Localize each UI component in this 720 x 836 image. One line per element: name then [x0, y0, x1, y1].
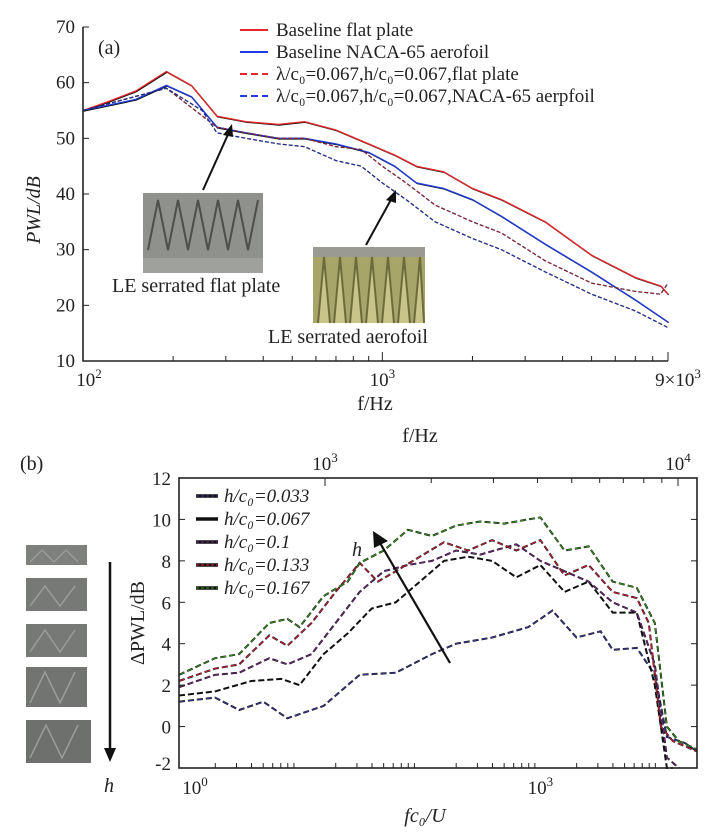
top-x-tick-label: 104: [665, 450, 691, 475]
y-tick-label: 0: [162, 718, 172, 739]
series-color-1: [178, 556, 673, 769]
panel-a-ticks: 10 20 30 40 50 60 70 102 103 9×103: [56, 17, 701, 391]
aerofoil-arrow: [365, 195, 394, 246]
panel-b: (b) f/Hz -2 0 2 4 6 8 10 12 100 103 103 104 ΔPWL/dB…: [20, 425, 698, 827]
panel-b-label: (b): [20, 453, 43, 475]
y-tick-label: 10: [152, 510, 171, 531]
series-line-1: [82, 84, 669, 323]
series-color-4: [178, 516, 698, 750]
legend-label-3: h/c₀=0.133: [224, 555, 309, 576]
y-tick-label: 30: [56, 240, 75, 261]
panel-b-curves: [178, 516, 698, 769]
y-tick-label: 20: [56, 295, 75, 316]
panel-a-xlabel: f/Hz: [357, 393, 393, 415]
aerofoil-arrowhead: [386, 190, 396, 203]
panel-b-top-xlabel: f/Hz: [402, 425, 438, 447]
series-color-0: [178, 610, 698, 752]
x-tick-label: 102: [76, 366, 102, 391]
y-tick-label: 8: [162, 552, 172, 573]
legend-label-3: λ/c₀=0.067,h/c₀=0.067,NACA-65 aerpfoil: [276, 86, 595, 107]
y-tick-label: 12: [152, 469, 171, 490]
panel-b-ticks: -2 0 2 4 6 8 10 12 100 103 103 104: [152, 450, 697, 799]
h-trend-label: h: [352, 539, 362, 561]
y-tick-label: 4: [162, 635, 172, 656]
series-color-2: [178, 543, 680, 769]
y-tick-label: 6: [162, 593, 172, 614]
panel-b-legend: h/c₀=0.033h/c₀=0.067h/c₀=0.1h/c₀=0.133h/…: [196, 486, 311, 599]
serration-thumbnails: [26, 545, 91, 763]
h-trend-arrowhead: [373, 531, 388, 548]
x-tick-label: 103: [370, 366, 396, 391]
panel-a-curves: [82, 70, 670, 329]
y-tick-label: -2: [155, 754, 171, 775]
flat-plate-photo: [143, 193, 263, 273]
legend-label-0: h/c₀=0.033: [224, 486, 309, 507]
flat-plate-arrowhead: [223, 124, 233, 137]
x-tick-label: 9×103: [655, 366, 701, 391]
y-tick-label: 50: [56, 128, 75, 149]
panel-b-xlabel: fc₀/U: [404, 805, 447, 827]
y-tick-label: 40: [56, 184, 75, 205]
panel-b-ylabel: ΔPWL/dB: [127, 581, 149, 665]
panel-a-ylabel: PWL/dB: [23, 176, 45, 245]
panel-a-label: (a): [98, 37, 120, 59]
aerofoil-annotation: LE serrated aerofoil: [268, 326, 428, 348]
y-tick-label: 2: [162, 676, 172, 697]
y-tick-label: 10: [56, 351, 75, 372]
y-tick-label: 60: [56, 73, 75, 94]
legend-label-2: λ/c₀=0.067,h/c₀=0.067,flat plate: [276, 64, 519, 85]
x-tick-label: 103: [528, 774, 554, 799]
legend-label-1: Baseline NACA-65 aerofoil: [276, 42, 489, 63]
top-x-tick-label: 103: [312, 450, 338, 475]
panel-b-axes: [178, 477, 698, 769]
series-line-color-2: [82, 87, 669, 295]
flat-plate-arrow: [202, 129, 231, 191]
legend-label-0: Baseline flat plate: [276, 20, 413, 41]
series-line-0: [178, 609, 698, 753]
series-line-color-3: [82, 87, 669, 328]
h-down-label: h: [104, 775, 114, 797]
x-tick-label: 100: [182, 774, 208, 799]
series-line-0: [82, 70, 669, 295]
aerofoil-photo: [313, 247, 425, 324]
h-down-arrowhead: [104, 748, 116, 762]
panel-a: (a) 10 20 30 40 50 60 70 102 103 9×103 PWL/dB f/H…: [23, 17, 701, 415]
series-color-3: [178, 539, 698, 752]
y-tick-label: 70: [56, 17, 75, 38]
flat-plate-annotation: LE serrated flat plate: [112, 275, 280, 297]
legend-label-4: h/c₀=0.167: [224, 578, 311, 599]
legend-label-2: h/c₀=0.1: [224, 532, 290, 553]
legend-label-1: h/c₀=0.067: [224, 509, 311, 530]
h-trend-arrow: [379, 542, 451, 664]
